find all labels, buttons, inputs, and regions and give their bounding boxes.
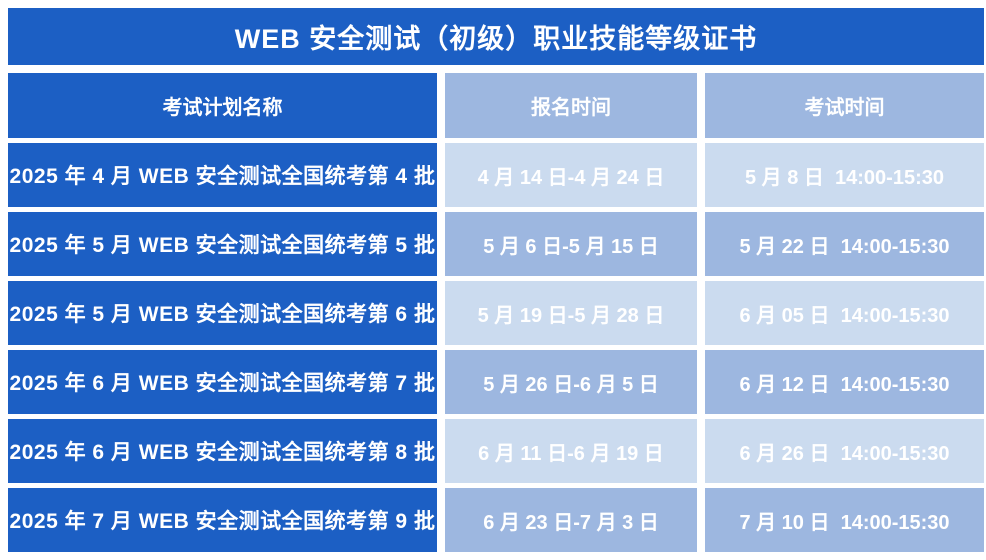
exam-cell: 5 月 22 日 14:00-15:30: [705, 212, 984, 276]
page-title: WEB 安全测试（初级）职业技能等级证书: [234, 24, 758, 54]
registration-cell: 4 月 14 日-4 月 24 日: [445, 143, 697, 207]
exam-cell: 6 月 12 日 14:00-15:30: [705, 350, 984, 414]
plan-cell: 2025 年 4 月 WEB 安全测试全国统考第 4 批: [8, 143, 437, 207]
column-header-registration: 报名时间: [445, 73, 697, 138]
registration-cell: 5 月 26 日-6 月 5 日: [445, 350, 697, 414]
plan-cell: 2025 年 7 月 WEB 安全测试全国统考第 9 批: [8, 488, 437, 552]
exam-cell: 7 月 10 日 14:00-15:30: [705, 488, 984, 552]
schedule-table: 考试计划名称 报名时间 考试时间 2025 年 4 月 WEB 安全测试全国统考…: [8, 73, 984, 552]
exam-cell: 6 月 05 日 14:00-15:30: [705, 281, 984, 345]
title-bar: WEB 安全测试（初级）职业技能等级证书: [8, 8, 984, 65]
exam-cell: 5 月 8 日 14:00-15:30: [705, 143, 984, 207]
plan-cell: 2025 年 5 月 WEB 安全测试全国统考第 5 批: [8, 212, 437, 276]
column-header-exam: 考试时间: [705, 73, 984, 138]
plan-cell: 2025 年 6 月 WEB 安全测试全国统考第 7 批: [8, 350, 437, 414]
column-header-plan: 考试计划名称: [8, 73, 437, 138]
registration-cell: 6 月 23 日-7 月 3 日: [445, 488, 697, 552]
registration-cell: 5 月 19 日-5 月 28 日: [445, 281, 697, 345]
plan-cell: 2025 年 5 月 WEB 安全测试全国统考第 6 批: [8, 281, 437, 345]
registration-cell: 5 月 6 日-5 月 15 日: [445, 212, 697, 276]
plan-cell: 2025 年 6 月 WEB 安全测试全国统考第 8 批: [8, 419, 437, 483]
registration-cell: 6 月 11 日-6 月 19 日: [445, 419, 697, 483]
exam-cell: 6 月 26 日 14:00-15:30: [705, 419, 984, 483]
